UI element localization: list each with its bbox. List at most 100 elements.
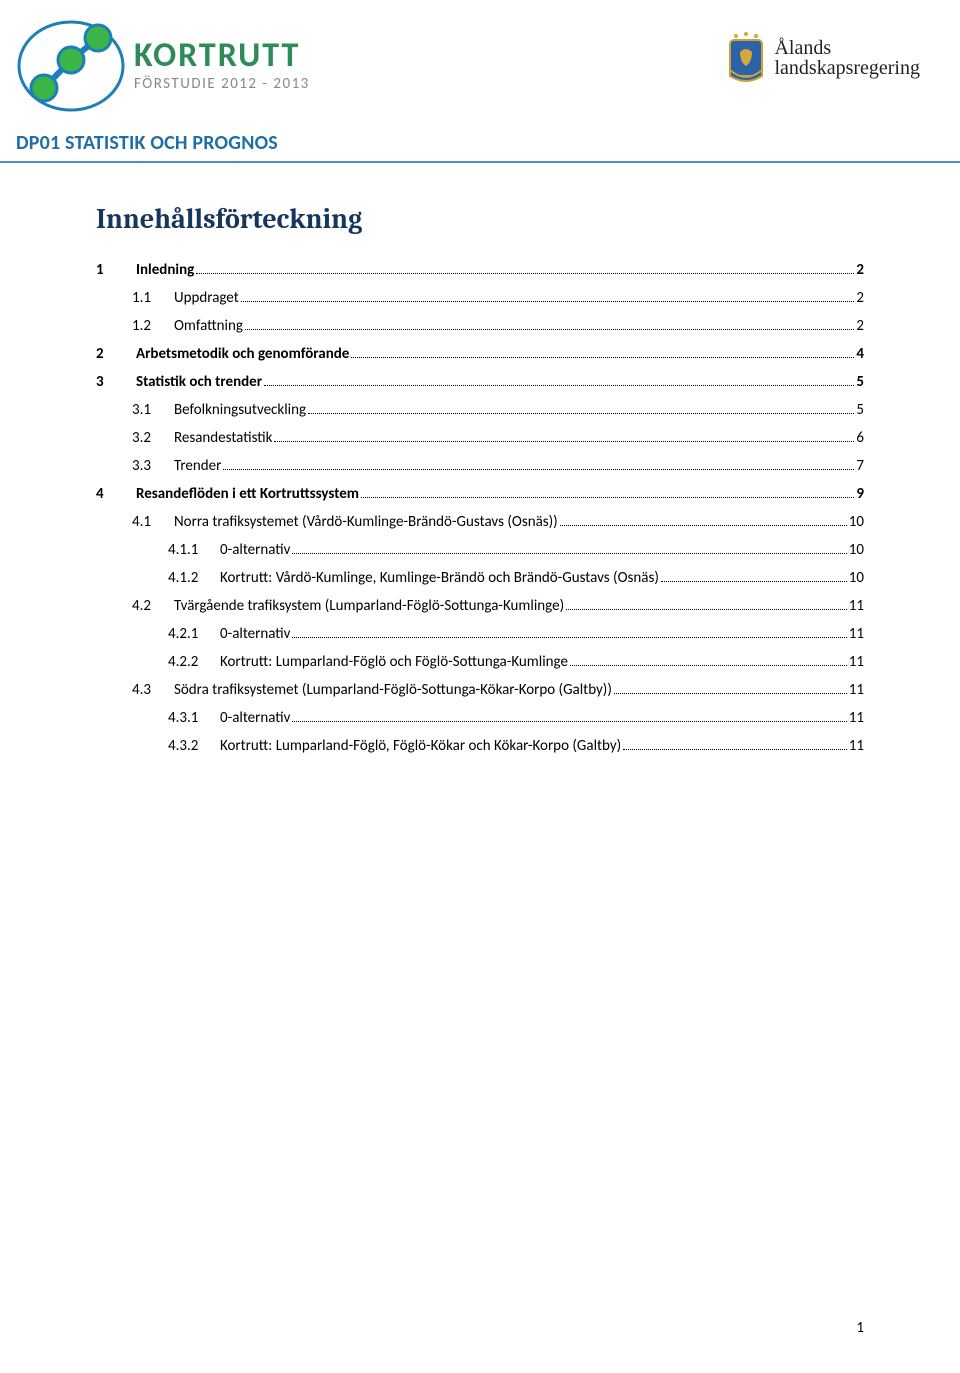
toc-leader [196, 273, 854, 274]
toc-entry[interactable]: 2Arbetsmetodik och genomförande 4 [96, 345, 864, 363]
table-of-contents: 1Inledning21.1Uppdraget21.2Omfattning22A… [96, 261, 864, 755]
page-number: 1 [856, 1319, 864, 1337]
toc-entry-page: 5 [856, 401, 864, 419]
kortrutt-title: KORTRUTT [134, 39, 310, 73]
toc-leader [292, 553, 846, 554]
toc-entry-label: Tvärgående trafiksystem (Lumparland-Fögl… [174, 597, 564, 615]
toc-entry-page: 2 [856, 261, 864, 279]
kortrutt-logo: KORTRUTT FÖRSTUDIE 2012 - 2013 [16, 18, 310, 113]
toc-entry-number: 4.3 [132, 681, 174, 699]
landskap-line1: Ålands [774, 38, 920, 58]
toc-leader [570, 665, 847, 666]
toc-entry-label: Arbetsmetodik och genomförande [136, 345, 349, 363]
toc-entry[interactable]: 1.1Uppdraget 2 [96, 289, 864, 307]
toc-entry-label: 0-alternativ [220, 625, 290, 643]
toc-entry-label: Omfattning [174, 317, 243, 335]
toc-entry[interactable]: 4.2.2Kortrutt: Lumparland-Föglö och Fögl… [96, 653, 864, 671]
toc-entry-number: 1.1 [132, 289, 174, 307]
toc-leader [614, 693, 847, 694]
toc-leader [361, 497, 854, 498]
toc-leader [560, 525, 847, 526]
toc-entry[interactable]: 4Resandeflöden i ett Kortruttssystem 9 [96, 485, 864, 503]
toc-entry-label: Kortrutt: Vårdö-Kumlinge, Kumlinge-Bränd… [220, 569, 659, 587]
toc-entry-number: 4.2 [132, 597, 174, 615]
toc-entry-number: 2 [96, 345, 136, 363]
toc-leader [566, 609, 847, 610]
toc-leader [274, 441, 854, 442]
toc-entry-number: 4.3.1 [168, 709, 220, 727]
toc-entry[interactable]: 4.2Tvärgående trafiksystem (Lumparland-F… [96, 597, 864, 615]
toc-entry-page: 2 [856, 317, 864, 335]
toc-entry[interactable]: 1.2Omfattning 2 [96, 317, 864, 335]
toc-entry[interactable]: 3.3Trender7 [96, 457, 864, 475]
toc-entry[interactable]: 4.1.10-alternativ 10 [96, 541, 864, 559]
toc-entry-label: Uppdraget [174, 289, 239, 307]
toc-entry-page: 11 [849, 737, 864, 755]
toc-entry[interactable]: 3.1Befolkningsutveckling5 [96, 401, 864, 419]
toc-entry-page: 10 [849, 541, 864, 559]
toc-entry-page: 10 [849, 513, 864, 531]
toc-leader [264, 385, 854, 386]
toc-entry-label: Befolkningsutveckling [174, 401, 306, 419]
toc-entry-number: 3 [96, 373, 136, 391]
toc-leader [623, 749, 847, 750]
toc-entry[interactable]: 4.3Södra trafiksystemet (Lumparland-Fögl… [96, 681, 864, 699]
toc-entry-label: 0-alternativ [220, 709, 290, 727]
toc-entry-number: 1 [96, 261, 136, 279]
landskapsregering-text: Ålands landskapsregering [774, 38, 920, 78]
toc-entry-page: 2 [856, 289, 864, 307]
toc-entry-page: 11 [849, 597, 864, 615]
toc-entry-page: 11 [849, 625, 864, 643]
kortrutt-icon [16, 18, 126, 113]
toc-entry-label: 0-alternativ [220, 541, 290, 559]
toc-entry-number: 1.2 [132, 317, 174, 335]
toc-entry-label: Södra trafiksystemet (Lumparland-Föglö-S… [174, 681, 612, 699]
kortrutt-text-block: KORTRUTT FÖRSTUDIE 2012 - 2013 [134, 39, 310, 93]
toc-entry[interactable]: 3Statistik och trender 5 [96, 373, 864, 391]
toc-entry-number: 4.2.2 [168, 653, 220, 671]
toc-leader [292, 721, 846, 722]
toc-entry[interactable]: 4.3.2Kortrutt: Lumparland-Föglö, Föglö-K… [96, 737, 864, 755]
toc-entry-number: 4.1.2 [168, 569, 220, 587]
toc-entry-page: 11 [849, 681, 864, 699]
toc-entry-number: 4.1.1 [168, 541, 220, 559]
toc-entry-page: 11 [849, 653, 864, 671]
landskap-line2: landskapsregering [774, 58, 920, 78]
toc-leader [223, 469, 854, 470]
toc-entry-label: Statistik och trender [136, 373, 262, 391]
toc-leader [245, 329, 854, 330]
toc-title: Innehållsförteckning [96, 203, 864, 235]
toc-entry[interactable]: 4.1Norra trafiksystemet (Vårdö-Kumlinge-… [96, 513, 864, 531]
toc-entry-label: Resandestatistik [174, 429, 272, 447]
toc-leader [241, 301, 855, 302]
toc-entry[interactable]: 3.2Resandestatistik6 [96, 429, 864, 447]
kortrutt-subtitle: FÖRSTUDIE 2012 - 2013 [134, 75, 310, 93]
toc-leader [661, 581, 847, 582]
toc-entry-page: 4 [856, 345, 864, 363]
toc-entry-page: 9 [856, 485, 864, 503]
toc-entry[interactable]: 1Inledning 2 [96, 261, 864, 279]
aland-crest-icon [726, 32, 766, 84]
toc-entry-page: 5 [856, 373, 864, 391]
toc-entry-label: Norra trafiksystemet (Vårdö-Kumlinge-Brä… [174, 513, 558, 531]
toc-entry-page: 6 [856, 429, 864, 447]
toc-entry-page: 11 [849, 709, 864, 727]
landskapsregering-logo: Ålands landskapsregering [726, 32, 920, 84]
page-header: KORTRUTT FÖRSTUDIE 2012 - 2013 Ålands la… [0, 0, 960, 113]
toc-entry[interactable]: 4.3.10-alternativ 11 [96, 709, 864, 727]
toc-entry-number: 4.1 [132, 513, 174, 531]
toc-leader [351, 357, 854, 358]
toc-entry-label: Kortrutt: Lumparland-Föglö, Föglö-Kökar … [220, 737, 621, 755]
toc-entry-label: Kortrutt: Lumparland-Föglö och Föglö-Sot… [220, 653, 568, 671]
toc-entry-label: Resandeflöden i ett Kortruttssystem [136, 485, 359, 503]
toc-entry-number: 4.2.1 [168, 625, 220, 643]
toc-entry-page: 10 [849, 569, 864, 587]
toc-entry-label: Trender [174, 457, 221, 475]
toc-entry[interactable]: 4.2.10-alternativ 11 [96, 625, 864, 643]
toc-entry-number: 3.3 [132, 457, 174, 475]
toc-entry-number: 4.3.2 [168, 737, 220, 755]
toc-entry[interactable]: 4.1.2Kortrutt: Vårdö-Kumlinge, Kumlinge-… [96, 569, 864, 587]
toc-entry-label: Inledning [136, 261, 194, 279]
page-content: Innehållsförteckning 1Inledning21.1Uppdr… [0, 163, 960, 755]
toc-entry-number: 4 [96, 485, 136, 503]
